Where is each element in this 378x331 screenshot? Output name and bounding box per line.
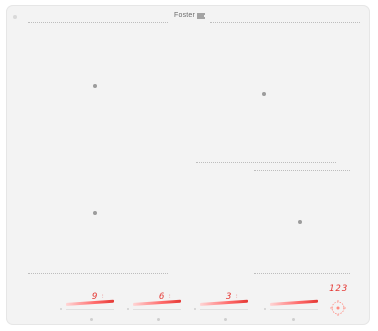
- zone-rear-right[interactable]: [262, 92, 266, 96]
- slider-end-dot: [264, 308, 266, 310]
- cooktop-glass: [6, 5, 370, 325]
- zone-outline-top-left: [28, 22, 168, 23]
- zone-front-right[interactable]: [298, 220, 302, 224]
- zone-outline-bottom-right: [254, 273, 350, 274]
- timer-display: 123: [329, 284, 349, 294]
- slider-end-dot: [60, 308, 62, 310]
- slider-end-dot: [127, 308, 129, 310]
- foster-flag-icon: [197, 13, 205, 19]
- slider-label-dot: [292, 318, 295, 321]
- slider-rail-2: [133, 309, 181, 310]
- level-marker-3: ⁝: [236, 294, 238, 300]
- zone-outline-top-right: [210, 22, 360, 23]
- zone-outline-bottom-left: [28, 273, 168, 274]
- corner-indicator: [13, 15, 17, 19]
- zone-outline-middle: [196, 162, 336, 163]
- slider-label-dot: [224, 318, 227, 321]
- zone-front-left[interactable]: [93, 211, 97, 215]
- slider-label-dot: [90, 318, 93, 321]
- timer-dial-icon[interactable]: [326, 298, 350, 318]
- level-marker-1: ⁝: [102, 294, 104, 300]
- slider-label-dot: [157, 318, 160, 321]
- slider-rail-4: [270, 309, 318, 310]
- zone-rear-left[interactable]: [93, 84, 97, 88]
- power-level-1: 9: [92, 292, 98, 302]
- brand-logo: Foster: [174, 12, 196, 19]
- level-marker-2: ⁝: [169, 294, 171, 300]
- slider-rail-3: [200, 309, 248, 310]
- slider-end-dot: [194, 308, 196, 310]
- power-level-2: 6: [159, 292, 165, 302]
- slider-rail-1: [66, 309, 114, 310]
- power-level-3: 3: [226, 292, 232, 302]
- zone-outline-middle-right: [254, 170, 350, 171]
